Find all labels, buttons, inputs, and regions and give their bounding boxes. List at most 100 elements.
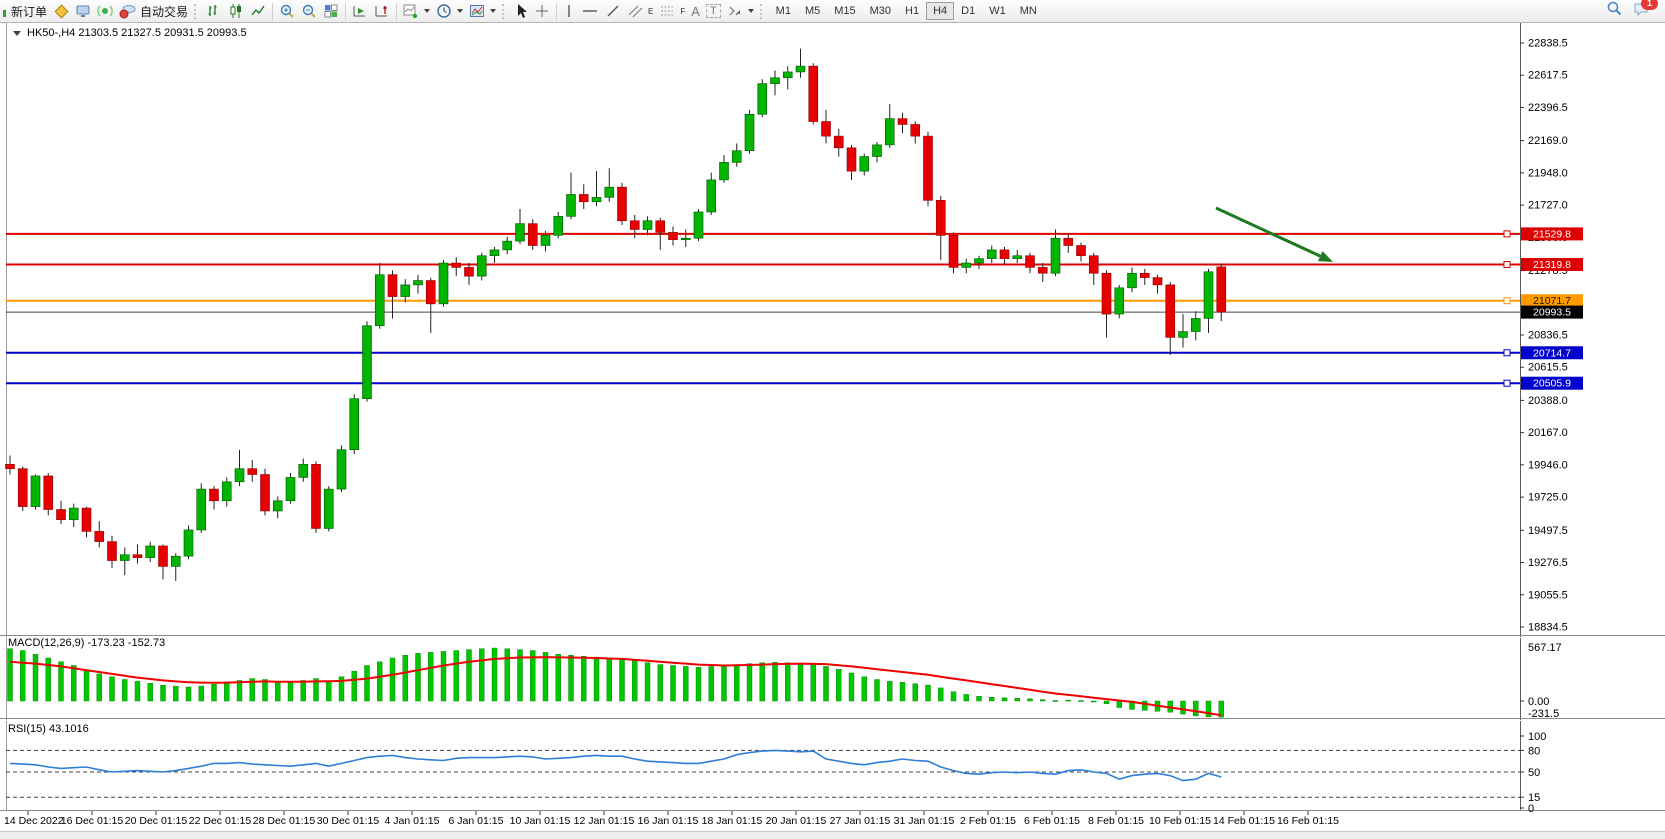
metaeditor-icon[interactable] <box>50 1 72 21</box>
channel-letter: E <box>648 6 654 16</box>
svg-text:14 Dec 2022: 14 Dec 2022 <box>4 815 64 827</box>
arrows-button[interactable] <box>724 1 757 21</box>
svg-text:31 Jan 01:15: 31 Jan 01:15 <box>894 815 955 827</box>
text-label-button[interactable]: T <box>703 1 724 21</box>
svg-text:14 Feb 01:15: 14 Feb 01:15 <box>1213 815 1275 827</box>
bar-chart-button[interactable] <box>203 1 225 21</box>
chart-shift-button[interactable] <box>371 1 393 21</box>
tab-timeframe-w1[interactable]: W1 <box>989 5 1006 17</box>
tab-timeframe-m30[interactable]: M30 <box>869 5 892 17</box>
svg-text:0.00: 0.00 <box>1528 696 1549 708</box>
svg-text:19725.0: 19725.0 <box>1528 492 1568 504</box>
caret-icon <box>490 9 497 13</box>
line-chart-button[interactable] <box>247 1 269 21</box>
main-toolbar: 新订单 自动交易 <box>0 0 1665 23</box>
svg-text:30 Dec 01:15: 30 Dec 01:15 <box>317 815 380 827</box>
svg-text:8 Feb 01:15: 8 Feb 01:15 <box>1088 815 1144 827</box>
svg-text:6 Feb 01:15: 6 Feb 01:15 <box>1024 815 1080 827</box>
svg-text:20388.0: 20388.0 <box>1528 395 1568 407</box>
svg-text:-231.5: -231.5 <box>1528 708 1559 720</box>
svg-text:19946.0: 19946.0 <box>1528 459 1568 471</box>
toolbar-right-group: 1 <box>1606 0 1665 22</box>
trendline-button[interactable] <box>602 1 624 21</box>
svg-text:19055.5: 19055.5 <box>1528 589 1568 601</box>
svg-text:12 Jan 01:15: 12 Jan 01:15 <box>574 815 635 827</box>
svg-text:80: 80 <box>1528 745 1540 757</box>
notification-badge: 1 <box>1641 0 1658 10</box>
svg-text:6 Jan 01:15: 6 Jan 01:15 <box>449 815 504 827</box>
new-chart-icon[interactable] <box>1 1 8 21</box>
cursor-button[interactable] <box>511 1 531 21</box>
zoom-in-button[interactable] <box>276 1 298 21</box>
new-order-button[interactable]: 新订单 <box>8 1 50 21</box>
caret-icon <box>424 9 431 13</box>
tab-timeframe-d1[interactable]: D1 <box>961 5 976 17</box>
templates-button[interactable] <box>466 1 499 21</box>
svg-text:20167.0: 20167.0 <box>1528 427 1568 439</box>
svg-text:0: 0 <box>1528 803 1534 815</box>
svg-text:10 Feb 01:15: 10 Feb 01:15 <box>1149 815 1211 827</box>
search-icon[interactable] <box>1606 0 1623 22</box>
svg-text:21727.0: 21727.0 <box>1528 200 1568 212</box>
fibonacci-button[interactable]: F <box>656 1 688 21</box>
svg-text:19276.5: 19276.5 <box>1528 557 1568 569</box>
svg-text:21071.7: 21071.7 <box>1533 295 1571 307</box>
chart-canvas[interactable]: 22838.5 22617.5 22396.5 22169.0 21948.0 21727… <box>0 23 1665 839</box>
svg-text:18834.5: 18834.5 <box>1528 621 1568 633</box>
fibonacci-letter: F <box>680 6 686 16</box>
svg-text:20 Dec 01:15: 20 Dec 01:15 <box>125 815 188 827</box>
svg-text:20993.5: 20993.5 <box>1533 307 1571 319</box>
svg-text:21319.8: 21319.8 <box>1533 259 1571 271</box>
toolbar-drag-handle <box>194 3 200 19</box>
text-button[interactable]: A <box>688 1 703 21</box>
tab-timeframe-h1[interactable]: H1 <box>905 5 920 17</box>
toolbar-drag-handle <box>502 3 508 19</box>
svg-text:16 Dec 01:15: 16 Dec 01:15 <box>61 815 124 827</box>
toolbar-separator <box>556 2 558 20</box>
periods-button[interactable] <box>433 1 466 21</box>
text-letter: A <box>691 3 700 19</box>
signals-icon[interactable] <box>94 1 116 21</box>
svg-text:2 Feb 01:15: 2 Feb 01:15 <box>960 815 1016 827</box>
navigator-icon[interactable] <box>72 1 94 21</box>
svg-text:4 Jan 01:15: 4 Jan 01:15 <box>385 815 440 827</box>
auto-scroll-button[interactable] <box>349 1 371 21</box>
candlestick-button[interactable] <box>225 1 247 21</box>
svg-text:20714.7: 20714.7 <box>1533 347 1571 359</box>
indicators-button[interactable] <box>400 1 433 21</box>
autotrading-button[interactable]: 自动交易 <box>116 1 191 21</box>
crosshair-button[interactable] <box>531 1 553 21</box>
caret-icon <box>457 9 464 13</box>
caret-icon <box>747 9 754 13</box>
toolbar-separator <box>396 2 398 20</box>
svg-text:20836.5: 20836.5 <box>1528 329 1568 341</box>
zoom-out-button[interactable] <box>298 1 320 21</box>
svg-text:50: 50 <box>1528 767 1540 779</box>
rsi-indicator-label: RSI(15) 43.1016 <box>8 723 89 735</box>
toolbar-drag-handle <box>759 3 766 19</box>
chart-window-header[interactable]: HK50-,H4 21303.5 21327.5 20931.5 20993.5 <box>13 27 247 39</box>
svg-text:100: 100 <box>1528 731 1546 743</box>
svg-text:20 Jan 01:15: 20 Jan 01:15 <box>766 815 827 827</box>
tab-timeframe-mn[interactable]: MN <box>1019 5 1037 17</box>
notifications-icon[interactable]: 1 <box>1633 0 1658 22</box>
tab-timeframe-h4[interactable]: H4 <box>926 2 955 20</box>
svg-text:28 Dec 01:15: 28 Dec 01:15 <box>253 815 316 827</box>
tile-windows-button[interactable] <box>320 1 342 21</box>
tab-timeframe-m15[interactable]: M15 <box>834 5 856 17</box>
tab-timeframe-m5[interactable]: M5 <box>804 5 821 17</box>
vertical-line-button[interactable] <box>560 1 578 21</box>
svg-text:22617.5: 22617.5 <box>1528 70 1568 82</box>
toolbar-separator <box>345 2 347 20</box>
toolbar-separator <box>272 2 274 20</box>
svg-text:22 Dec 01:15: 22 Dec 01:15 <box>189 815 252 827</box>
horizontal-line-button[interactable] <box>578 1 602 21</box>
svg-text:22396.5: 22396.5 <box>1528 102 1568 114</box>
svg-text:15: 15 <box>1528 792 1540 804</box>
equidistant-channel-button[interactable]: E <box>624 1 656 21</box>
collapse-triangle-icon[interactable] <box>13 30 21 36</box>
window-bottom-strip <box>0 831 1665 839</box>
svg-text:18 Jan 01:15: 18 Jan 01:15 <box>702 815 763 827</box>
tab-timeframe-m1[interactable]: M1 <box>775 5 791 17</box>
